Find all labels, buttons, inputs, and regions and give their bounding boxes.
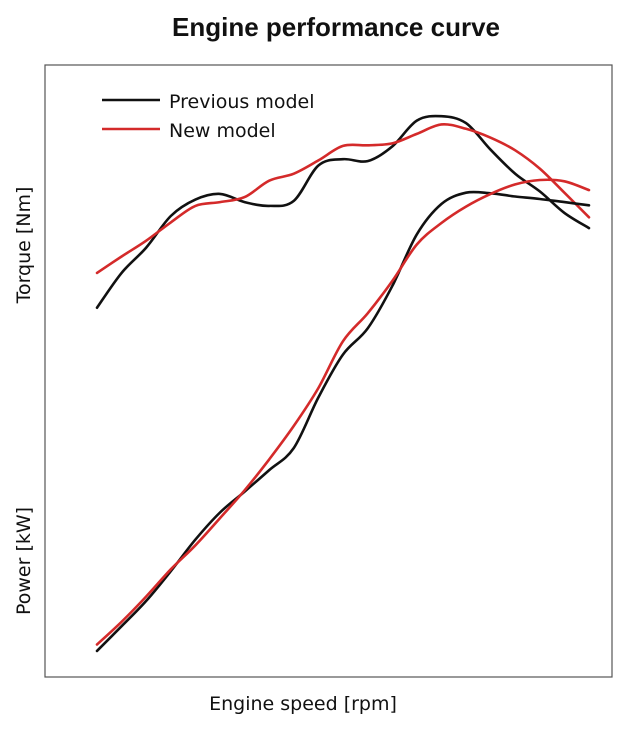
- torque-line-new-model: [95, 122, 591, 275]
- y-axis-label-power: Power [kW]: [13, 507, 35, 615]
- x-axis-label: Engine speed [rpm]: [209, 693, 397, 715]
- power-line-new-model: [95, 178, 591, 646]
- legend-label-previous-model: Previous model: [169, 91, 315, 113]
- legend-label-new-model: New model: [169, 120, 276, 142]
- plot-frame: [44, 64, 613, 678]
- chart-title: Engine performance curve: [172, 12, 500, 42]
- series-layer: [95, 114, 591, 653]
- torque-line-previous-model: [95, 114, 591, 309]
- power-line-previous-model: [95, 190, 591, 653]
- y-axis-label-torque: Torque [Nm]: [13, 187, 35, 305]
